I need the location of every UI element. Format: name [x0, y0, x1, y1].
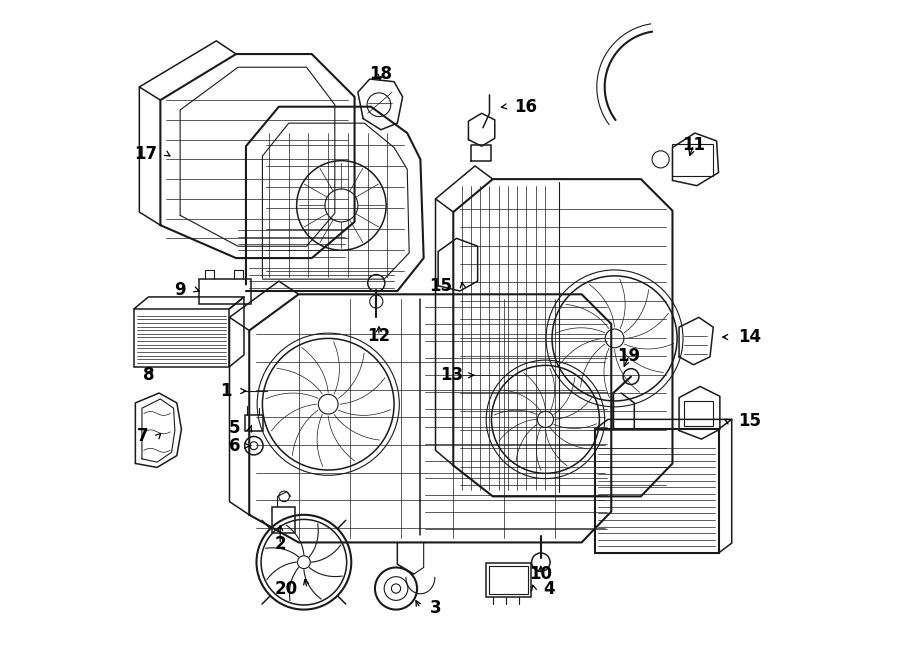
Circle shape	[605, 329, 624, 348]
Text: 18: 18	[369, 65, 392, 83]
Text: 16: 16	[515, 98, 537, 116]
Text: 20: 20	[274, 580, 297, 598]
Bar	[490, 566, 527, 594]
Text: 4: 4	[544, 580, 555, 598]
Bar	[134, 309, 230, 367]
Text: 17: 17	[134, 145, 158, 163]
Bar	[595, 429, 718, 553]
Bar	[672, 144, 714, 176]
Circle shape	[319, 395, 338, 414]
Text: 14: 14	[738, 328, 761, 346]
Text: 9: 9	[174, 281, 185, 299]
Text: 2: 2	[274, 535, 286, 553]
Text: 6: 6	[230, 437, 240, 455]
Bar	[199, 279, 251, 304]
Bar	[486, 563, 531, 597]
Bar	[684, 401, 714, 426]
Text: 7: 7	[137, 427, 148, 445]
Circle shape	[537, 411, 554, 428]
Text: 15: 15	[738, 412, 761, 430]
Circle shape	[392, 584, 400, 593]
Circle shape	[298, 556, 310, 568]
Text: 13: 13	[440, 366, 464, 384]
Text: 19: 19	[617, 346, 641, 364]
Text: 12: 12	[367, 327, 391, 345]
Text: 1: 1	[220, 382, 231, 400]
Text: 10: 10	[529, 565, 553, 583]
Text: 15: 15	[429, 277, 453, 295]
Bar	[273, 507, 295, 533]
Text: 8: 8	[143, 366, 154, 384]
Bar	[245, 414, 263, 431]
Text: 3: 3	[430, 600, 442, 617]
Text: 11: 11	[682, 136, 705, 154]
Text: 5: 5	[230, 419, 240, 437]
